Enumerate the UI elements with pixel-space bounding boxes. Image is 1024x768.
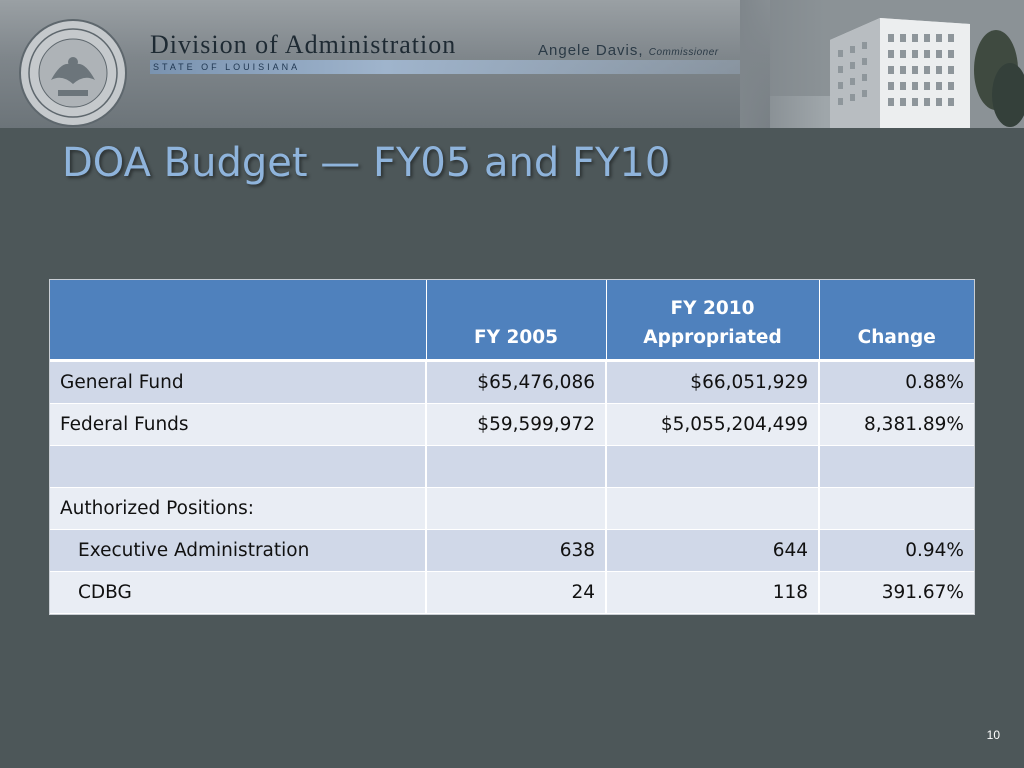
banner-fade: [740, 0, 1024, 128]
slide-title: DOA Budget — FY05 and FY10: [62, 140, 671, 186]
state-bar: [150, 60, 740, 74]
seal-icon: [19, 19, 127, 127]
fy2005-cell: [426, 487, 607, 530]
fy2010-cell: [606, 445, 820, 488]
table-row: Authorized Positions:: [50, 487, 974, 530]
table-row: CDBG 24 118 391.67%: [50, 571, 974, 614]
fy2005-cell: $59,599,972: [426, 403, 607, 446]
header-banner: Division of Administration Angele Davis,…: [0, 0, 1024, 128]
commissioner-role: Commissioner: [648, 47, 719, 58]
header-fy2010: FY 2010 Appropriated: [606, 280, 820, 362]
row-label: Federal Funds: [50, 403, 427, 446]
table-row: General Fund $65,476,086 $66,051,929 0.8…: [50, 360, 974, 404]
table-header-row: FY 2005 FY 2010 Appropriated Change: [50, 280, 974, 362]
header-label: [50, 280, 427, 362]
fy2010-cell: [606, 487, 820, 530]
header-fy2005: FY 2005: [426, 280, 607, 362]
fy2010-cell: 644: [606, 529, 820, 572]
fy2005-cell: 24: [426, 571, 607, 614]
division-title: Division of Administration: [150, 30, 457, 59]
fy2010-cell: $5,055,204,499: [606, 403, 820, 446]
fy2010-cell: $66,051,929: [606, 360, 820, 404]
page-number: 10: [986, 728, 1000, 742]
table-row: Federal Funds $59,599,972 $5,055,204,499…: [50, 403, 974, 446]
change-cell: 391.67%: [819, 571, 974, 614]
row-label: Authorized Positions:: [50, 487, 427, 530]
fy2005-cell: [426, 445, 607, 488]
commissioner-name: Angele Davis,: [538, 42, 644, 59]
table-row: Executive Administration 638 644 0.94%: [50, 529, 974, 572]
commissioner-label: Angele Davis, Commissioner: [538, 42, 719, 59]
fy2005-cell: $65,476,086: [426, 360, 607, 404]
change-cell: [819, 445, 974, 488]
header-change: Change: [819, 280, 974, 362]
header-fy2010-line1: FY 2010: [670, 298, 755, 319]
row-label: General Fund: [50, 360, 427, 404]
row-label: Executive Administration: [50, 529, 427, 572]
table-row: [50, 445, 974, 488]
change-cell: 0.94%: [819, 529, 974, 572]
row-label: CDBG: [50, 571, 427, 614]
header-fy2010-line2: Appropriated: [643, 327, 782, 348]
fy2010-cell: 118: [606, 571, 820, 614]
change-cell: [819, 487, 974, 530]
state-label: STATE OF LOUISIANA: [153, 62, 301, 72]
fy2005-cell: 638: [426, 529, 607, 572]
change-cell: 0.88%: [819, 360, 974, 404]
row-label: [50, 445, 427, 488]
change-cell: 8,381.89%: [819, 403, 974, 446]
budget-table: FY 2005 FY 2010 Appropriated Change Gener…: [50, 280, 974, 614]
